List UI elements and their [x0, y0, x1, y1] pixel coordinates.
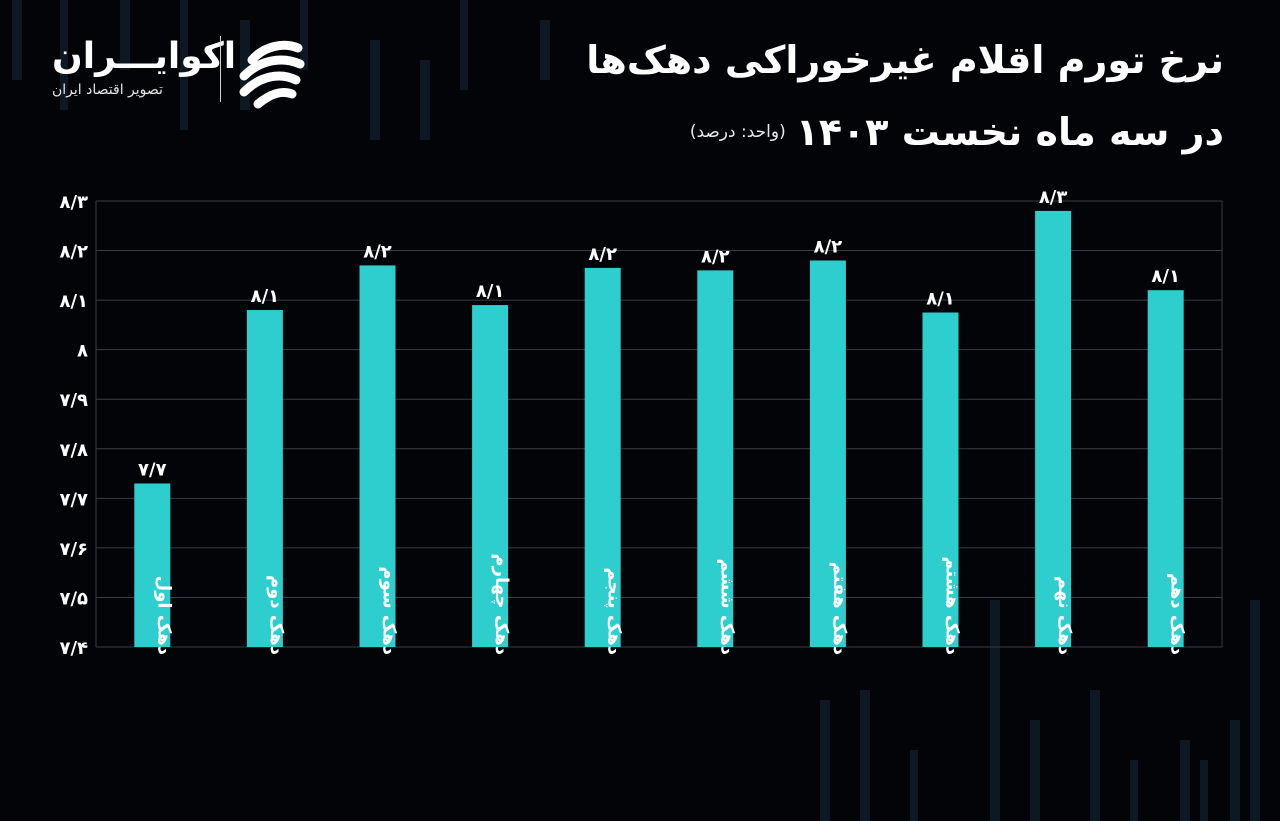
- x-category-label: دهک دهم: [1167, 573, 1188, 655]
- bg-candle: [1250, 600, 1260, 821]
- y-tick-label: ۷/۶: [59, 539, 88, 560]
- bar: [359, 265, 396, 647]
- bg-candle: [420, 60, 430, 140]
- bg-candle: [460, 0, 468, 90]
- data-label: ۸/۲: [588, 244, 617, 265]
- bar: [697, 270, 734, 647]
- unit-note: (واحد: درصد): [689, 122, 786, 142]
- bar: [134, 483, 171, 647]
- data-label: ۸/۱: [926, 289, 955, 310]
- chart-subtitle: در سه ماه نخست ۱۴۰۳: [795, 110, 1224, 154]
- data-label: ۸/۲: [701, 246, 730, 267]
- x-category-label: دهک هشتم: [942, 556, 963, 655]
- chart-title: نرخ تورم اقلام غیرخوراکی دهک‌ها: [586, 38, 1224, 82]
- bg-candle: [540, 20, 550, 80]
- x-category-label: دهک چهارم: [491, 553, 512, 655]
- y-tick-label: ۷/۴: [59, 638, 88, 659]
- bar: [1147, 290, 1184, 647]
- brand-logo: اکوایـــران تصویر اقتصاد ایران: [40, 30, 320, 110]
- x-category-label: دهک ششم: [716, 558, 737, 655]
- bg-candle: [1180, 740, 1190, 821]
- bg-candle: [240, 20, 250, 110]
- brand-tagline: تصویر اقتصاد ایران: [52, 82, 163, 98]
- bar: [472, 305, 509, 647]
- data-label: ۸/۱: [476, 281, 505, 302]
- data-label: ۸/۲: [814, 236, 843, 257]
- data-label: ۸/۲: [363, 241, 392, 262]
- data-label: ۷/۷: [138, 459, 167, 480]
- y-tick-label: ۸/۳: [59, 192, 88, 213]
- bg-candle: [120, 0, 130, 70]
- bar: [246, 310, 283, 647]
- bg-candle: [12, 0, 22, 80]
- brand-name: اکوایـــران: [52, 36, 237, 77]
- data-label: ۸/۳: [1039, 187, 1068, 208]
- x-category-label: دهک دوم: [266, 575, 287, 655]
- bg-candle: [1230, 720, 1240, 821]
- bg-candle: [60, 0, 68, 110]
- data-label: ۸/۱: [1151, 266, 1180, 287]
- y-tick-label: ۷/۵: [59, 588, 88, 609]
- bar: [809, 260, 846, 647]
- bg-candle: [1130, 760, 1138, 821]
- bg-candle: [860, 690, 870, 821]
- subtitle-row: در سه ماه نخست ۱۴۰۳ (واحد: درصد): [690, 104, 1224, 160]
- bg-candle: [1030, 720, 1040, 821]
- y-tick-label: ۸/۱: [59, 291, 88, 312]
- brand-mark-icon: [239, 40, 305, 109]
- y-tick-label: ۸: [77, 341, 88, 362]
- bg-candle: [300, 0, 308, 70]
- x-category-label: دهک اول: [153, 576, 174, 655]
- x-category-label: دهک نهم: [1054, 576, 1075, 655]
- x-category-label: دهک هفتم: [829, 562, 850, 655]
- logo-divider: [220, 36, 221, 102]
- y-tick-label: ۷/۸: [59, 440, 88, 461]
- bg-candle: [370, 40, 380, 140]
- bg-candle: [990, 600, 1000, 821]
- x-category-label: دهک پنجم: [604, 567, 625, 655]
- bar: [1035, 210, 1072, 647]
- bg-candle: [910, 750, 918, 821]
- bg-candle: [1200, 760, 1208, 821]
- data-label: ۸/۱: [251, 286, 280, 307]
- y-tick-label: ۷/۷: [59, 489, 88, 510]
- bg-candle: [1090, 690, 1100, 821]
- x-category-label: دهک سوم: [379, 566, 400, 655]
- bg-candle: [180, 0, 188, 130]
- bar: [584, 267, 621, 647]
- y-tick-label: ۸/۲: [59, 242, 88, 263]
- y-tick-label: ۷/۹: [59, 390, 88, 411]
- bg-candle: [820, 700, 830, 821]
- bar: [922, 312, 959, 647]
